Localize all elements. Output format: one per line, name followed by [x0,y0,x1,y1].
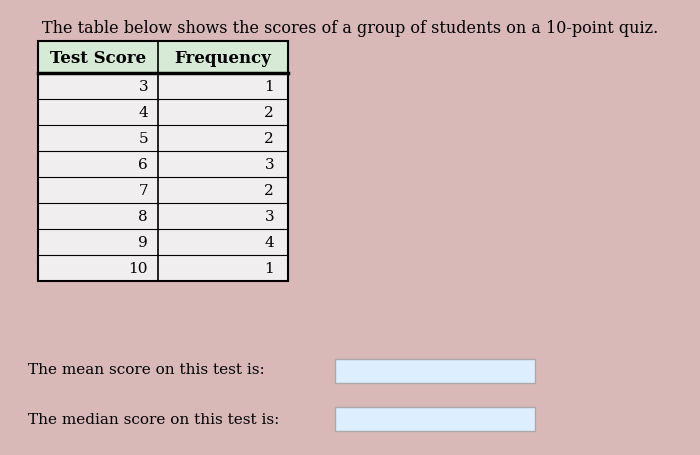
Bar [335,407,535,431]
Text: The mean score on this test is:: The mean score on this test is: [28,362,265,376]
Text: 2: 2 [265,184,274,197]
Text: 3: 3 [139,80,148,94]
Text: 9: 9 [139,236,148,249]
Text: Frequency: Frequency [174,50,272,66]
Text: 7: 7 [139,184,148,197]
Bar [38,42,288,281]
Text: 4: 4 [139,106,148,120]
Bar [38,74,288,281]
Text: The median score on this test is:: The median score on this test is: [28,412,279,426]
Text: 8: 8 [139,210,148,223]
Text: Test Score: Test Score [50,50,146,66]
Text: 1: 1 [265,262,274,275]
Bar [335,359,535,383]
Text: The table below shows the scores of a group of students on a 10-point quiz.: The table below shows the scores of a gr… [42,20,658,37]
Text: 2: 2 [265,106,274,120]
Text: 5: 5 [139,131,148,146]
Text: 3: 3 [265,210,274,223]
Text: 3: 3 [265,157,274,172]
Bar [38,42,288,74]
Text: 6: 6 [139,157,148,172]
Text: 10: 10 [129,262,148,275]
Text: 1: 1 [265,80,274,94]
Text: 2: 2 [265,131,274,146]
Text: 4: 4 [265,236,274,249]
